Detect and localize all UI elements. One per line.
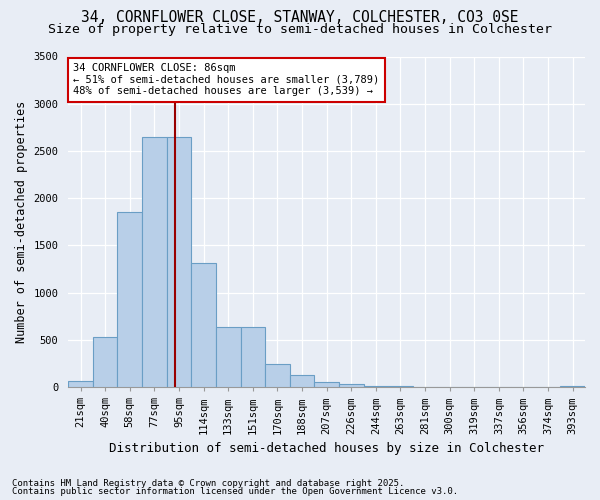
Bar xyxy=(388,386,413,387)
Text: 34 CORNFLOWER CLOSE: 86sqm
← 51% of semi-detached houses are smaller (3,789)
48%: 34 CORNFLOWER CLOSE: 86sqm ← 51% of semi… xyxy=(73,63,380,96)
Text: Size of property relative to semi-detached houses in Colchester: Size of property relative to semi-detach… xyxy=(48,22,552,36)
Bar xyxy=(241,326,265,387)
Bar xyxy=(118,212,142,387)
Bar xyxy=(364,386,388,387)
Bar xyxy=(191,264,216,387)
Bar xyxy=(93,337,118,387)
Text: Contains public sector information licensed under the Open Government Licence v3: Contains public sector information licen… xyxy=(12,487,458,496)
Bar xyxy=(68,380,93,387)
Text: 34, CORNFLOWER CLOSE, STANWAY, COLCHESTER, CO3 0SE: 34, CORNFLOWER CLOSE, STANWAY, COLCHESTE… xyxy=(81,10,519,25)
Bar xyxy=(290,375,314,387)
Bar xyxy=(314,382,339,387)
Bar xyxy=(265,364,290,387)
Text: Contains HM Land Registry data © Crown copyright and database right 2025.: Contains HM Land Registry data © Crown c… xyxy=(12,478,404,488)
Bar xyxy=(142,137,167,387)
X-axis label: Distribution of semi-detached houses by size in Colchester: Distribution of semi-detached houses by … xyxy=(109,442,544,455)
Bar xyxy=(560,386,585,387)
Y-axis label: Number of semi-detached properties: Number of semi-detached properties xyxy=(15,100,28,343)
Bar xyxy=(167,137,191,387)
Bar xyxy=(339,384,364,387)
Bar xyxy=(216,326,241,387)
